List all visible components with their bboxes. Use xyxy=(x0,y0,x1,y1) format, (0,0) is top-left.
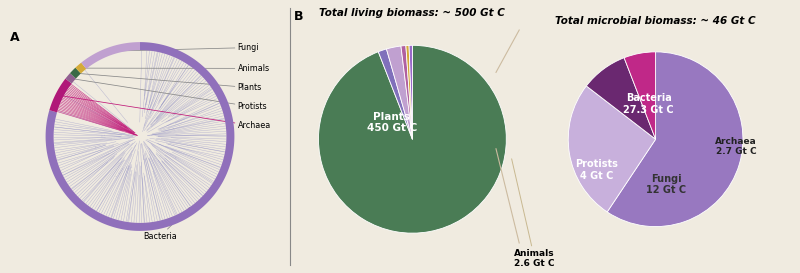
Wedge shape xyxy=(401,46,413,139)
Wedge shape xyxy=(409,45,413,139)
Text: Archaea: Archaea xyxy=(61,96,271,130)
Title: Total living biomass: ~ 500 Gt C: Total living biomass: ~ 500 Gt C xyxy=(319,8,506,18)
Text: Archaea
2.7 Gt C: Archaea 2.7 Gt C xyxy=(715,136,757,156)
Title: Total microbial biomass: ~ 46 Gt C: Total microbial biomass: ~ 46 Gt C xyxy=(555,16,756,26)
Text: Fungi
12 Gt C: Fungi 12 Gt C xyxy=(646,174,686,195)
Polygon shape xyxy=(82,42,140,69)
Polygon shape xyxy=(70,68,81,79)
Text: Bacteria: Bacteria xyxy=(143,207,190,241)
Text: Plants: Plants xyxy=(77,73,262,92)
Text: A: A xyxy=(10,31,20,44)
Wedge shape xyxy=(586,58,656,139)
Text: Plants
450 Gt C: Plants 450 Gt C xyxy=(366,112,417,133)
Text: Protists
4 Gt C: Protists 4 Gt C xyxy=(574,159,618,181)
Wedge shape xyxy=(607,52,743,227)
Text: B: B xyxy=(294,10,303,23)
Wedge shape xyxy=(386,46,413,139)
Wedge shape xyxy=(406,45,413,139)
Polygon shape xyxy=(66,73,76,84)
Wedge shape xyxy=(378,49,413,139)
Text: Bacteria
27.3 Gt C: Bacteria 27.3 Gt C xyxy=(623,93,674,115)
Text: Protists: Protists xyxy=(72,79,267,111)
Wedge shape xyxy=(624,52,656,139)
Text: Animals
2.6 Gt C: Animals 2.6 Gt C xyxy=(512,159,554,268)
Polygon shape xyxy=(75,63,86,73)
Text: Animals: Animals xyxy=(82,64,270,73)
Polygon shape xyxy=(50,79,72,112)
Text: Fungi: Fungi xyxy=(111,43,259,52)
Wedge shape xyxy=(318,45,506,233)
Polygon shape xyxy=(46,42,234,231)
Wedge shape xyxy=(568,86,656,212)
